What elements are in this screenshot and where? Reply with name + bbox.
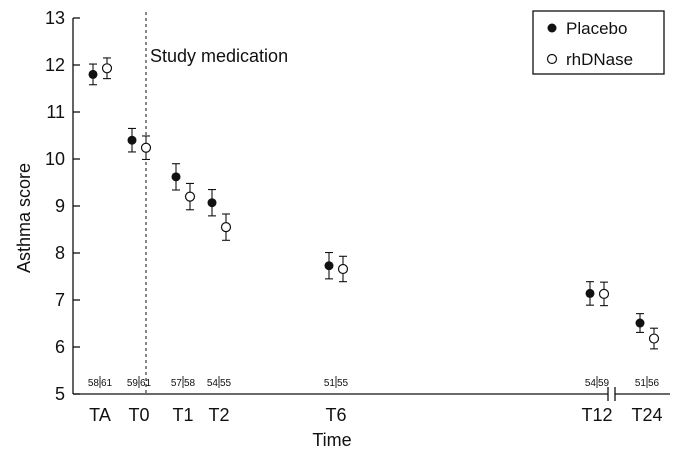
y-tick-label: 5: [55, 384, 65, 404]
study-medication-annotation: Study medication: [150, 46, 288, 66]
n-label-placebo: 51: [324, 378, 336, 389]
legend-marker-placebo: [547, 23, 557, 33]
y-tick-label: 8: [55, 243, 65, 263]
n-label-rhdnase: 55: [220, 378, 232, 389]
x-tick-label: T12: [581, 405, 612, 425]
n-label-rhdnase: 56: [648, 378, 660, 389]
data-point-placebo: [88, 69, 98, 79]
x-tick-label: T0: [128, 405, 149, 425]
legend-label-rhdnase: rhDNase: [566, 50, 633, 69]
y-tick-label: 9: [55, 196, 65, 216]
x-tick-label: T24: [631, 405, 662, 425]
data-point-rhdnase: [101, 63, 113, 74]
n-label-rhdnase: 61: [140, 378, 152, 389]
y-tick-label: 11: [46, 102, 65, 122]
n-label-rhdnase: 58: [184, 378, 196, 389]
n-label-placebo: 57: [171, 378, 183, 389]
data-point-placebo: [127, 135, 137, 145]
data-point-rhdnase: [648, 333, 660, 344]
data-point-placebo: [585, 288, 595, 298]
n-label-rhdnase: 59: [598, 378, 610, 389]
legend-box: [532, 10, 665, 75]
n-label-rhdnase: 61: [101, 378, 113, 389]
data-marks: [88, 57, 660, 350]
data-point-rhdnase: [184, 191, 196, 202]
x-tick-label: T2: [208, 405, 229, 425]
n-label-placebo: 54: [207, 378, 219, 389]
legend-label-placebo: Placebo: [566, 19, 627, 38]
n-label-rhdnase: 55: [337, 378, 349, 389]
data-point-rhdnase: [140, 142, 152, 153]
n-label-placebo: 58: [88, 378, 100, 389]
data-point-rhdnase: [337, 263, 349, 275]
legend: Placebo rhDNase: [532, 10, 665, 75]
data-point-rhdnase: [598, 288, 610, 299]
y-tick-label: 10: [45, 149, 65, 169]
data-point-placebo: [207, 198, 217, 208]
data-point-rhdnase: [220, 222, 232, 233]
x-axis-title: Time: [312, 430, 351, 450]
data-point-placebo: [171, 172, 181, 182]
x-tick-label: TA: [89, 405, 111, 425]
y-tick-label: 12: [45, 55, 65, 75]
n-label-placebo: 54: [585, 378, 597, 389]
data-point-placebo: [324, 261, 334, 271]
x-tick-label: T1: [172, 405, 193, 425]
data-point-placebo: [635, 318, 645, 328]
n-label-placebo: 59: [127, 378, 139, 389]
n-label-placebo: 51: [635, 378, 647, 389]
axes: [72, 17, 670, 401]
x-tick-label: T6: [325, 405, 346, 425]
y-tick-label: 13: [45, 8, 65, 28]
legend-marker-rhdnase: [546, 53, 558, 65]
y-axis-title: Asthma score: [14, 163, 34, 273]
y-tick-label: 7: [55, 290, 65, 310]
y-tick-label: 6: [55, 337, 65, 357]
